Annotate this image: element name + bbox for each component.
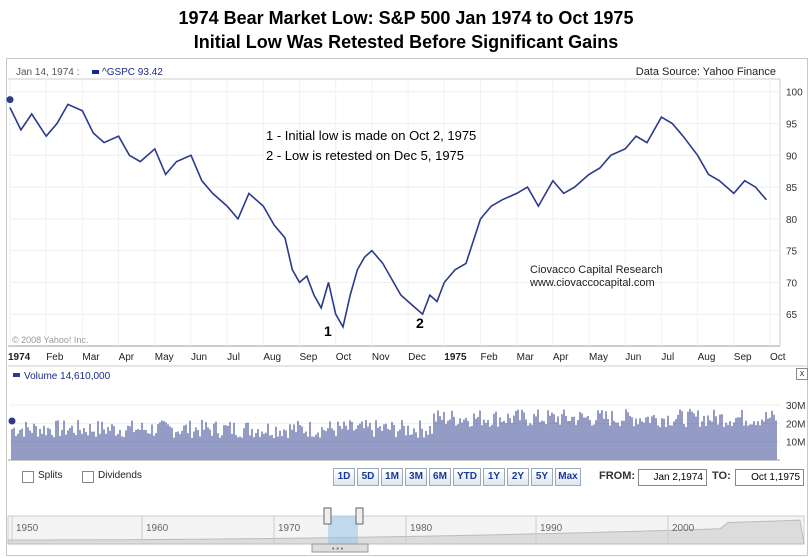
month-tick-label: Aug [698, 352, 716, 363]
series-swatch [92, 70, 99, 75]
from-label: FROM: [599, 470, 636, 482]
month-tick-label: Jun [191, 352, 207, 363]
title-line-1: 1974 Bear Market Low: S&P 500 Jan 1974 t… [178, 8, 634, 28]
splits-checkbox[interactable] [22, 471, 34, 483]
timeline-selection[interactable] [328, 516, 358, 544]
month-tick-label: Aug [263, 352, 281, 363]
volume-start-point [8, 417, 16, 425]
month-tick-label: Feb [46, 352, 64, 363]
research-label: Ciovacco Capital Research [530, 264, 663, 276]
month-tick-label: Oct [770, 352, 786, 363]
volume-tick-labels: 10M 20M 30M [786, 401, 805, 449]
volume-tick-label: 30M [786, 401, 805, 412]
timeline-scrollbar[interactable] [311, 543, 369, 553]
copyright: © 2008 Yahoo! Inc. [12, 335, 88, 345]
marker-2: 2 [416, 315, 424, 331]
dividends-label: Dividends [98, 470, 142, 481]
timeline-label: 1990 [540, 523, 563, 534]
y-tick-label: 70 [786, 278, 798, 289]
range-button-5y[interactable]: 5Y [531, 468, 553, 486]
range-button-ytd[interactable]: YTD [453, 468, 481, 486]
grid [9, 79, 780, 346]
marker-1: 1 [324, 323, 332, 339]
range-button-5d[interactable]: 5D [357, 468, 379, 486]
timeline-label: 2000 [672, 523, 695, 534]
month-tick-label: Jul [227, 352, 240, 363]
header-date: Jan 14, 1974 : [16, 67, 80, 78]
range-button-6m[interactable]: 6M [429, 468, 451, 486]
timeline-left-handle[interactable] [323, 507, 332, 525]
y-tick-label: 65 [786, 310, 798, 321]
y-tick-label: 100 [786, 88, 803, 99]
note-1: 1 - Initial low is made on Oct 2, 1975 [266, 128, 476, 143]
y-tick-labels: 65 70 75 80 85 90 95 100 [786, 88, 803, 322]
header-symbol: ^GSPC 93.42 [92, 67, 163, 78]
splits-label: Splits [38, 470, 63, 481]
volume-swatch [13, 373, 20, 377]
timeline-label: 1960 [146, 523, 169, 534]
month-tick-label: Mar [82, 352, 100, 363]
price-line [9, 103, 768, 330]
range-button-1m[interactable]: 1M [381, 468, 403, 486]
y-tick-label: 95 [786, 120, 798, 131]
month-tick-label: 1975 [444, 352, 467, 363]
timeline-label: 1950 [16, 523, 39, 534]
range-button-3m[interactable]: 3M [405, 468, 427, 486]
range-button-2y[interactable]: 2Y [507, 468, 529, 486]
month-tick-label: Jun [625, 352, 641, 363]
volume-tick-label: 10M [786, 438, 805, 449]
volume-tick-label: 20M [786, 419, 805, 430]
y-tick-label: 85 [786, 183, 798, 194]
month-tick-label: Apr [119, 352, 135, 363]
month-tick-label: May [589, 352, 608, 363]
month-tick-label: Feb [480, 352, 498, 363]
scroll-grip-icon: • • • [332, 546, 344, 553]
y-tick-label: 75 [786, 247, 798, 258]
volume-close-button[interactable]: x [796, 368, 808, 380]
to-label: TO: [712, 470, 731, 482]
timeline-labels: 1950 1960 1970 1980 1990 2000 [11, 516, 695, 544]
chart-title: 1974 Bear Market Low: S&P 500 Jan 1974 t… [0, 6, 812, 54]
month-tick-label: Nov [372, 352, 390, 363]
month-tick-label: Oct [336, 352, 352, 363]
month-tick-label: May [155, 352, 174, 363]
timeline-label: 1980 [410, 523, 433, 534]
volume-label: Volume 14,610,000 [24, 371, 111, 382]
to-date-field[interactable]: Oct 1,1975 [735, 469, 804, 486]
month-tick-label: Apr [553, 352, 569, 363]
start-point [6, 96, 14, 104]
y-tick-label: 90 [786, 151, 798, 162]
month-tick-label: 1974 [8, 352, 31, 363]
volume-bars [11, 408, 777, 460]
range-button-1d[interactable]: 1D [333, 468, 355, 486]
month-tick-label: Sep [300, 352, 318, 363]
data-source: Data Source: Yahoo Finance [635, 66, 776, 78]
month-tick-label: Mar [517, 352, 535, 363]
dividends-checkbox[interactable] [82, 471, 94, 483]
y-tick-label: 80 [786, 215, 798, 226]
timeline-label: 1970 [278, 523, 301, 534]
timeline-area [7, 519, 805, 545]
header-symbol-text: ^GSPC 93.42 [102, 67, 163, 78]
note-2: 2 - Low is retested on Dec 5, 1975 [266, 148, 464, 163]
month-tick-label: Jul [661, 352, 674, 363]
from-date-field[interactable]: Jan 2,1974 [638, 469, 707, 486]
title-line-2: Initial Low Was Retested Before Signific… [193, 32, 619, 52]
timeline-right-handle[interactable] [355, 507, 364, 525]
month-tick-label: Dec [408, 352, 426, 363]
website-label: www.ciovaccocapital.com [529, 277, 655, 289]
range-button-1y[interactable]: 1Y [483, 468, 505, 486]
range-button-max[interactable]: Max [555, 468, 581, 486]
month-tick-label: Sep [734, 352, 752, 363]
month-tick-labels: 1974 Feb Mar Apr May Jun Jul Aug Sep Oct Nov Dec 197… [8, 352, 786, 363]
